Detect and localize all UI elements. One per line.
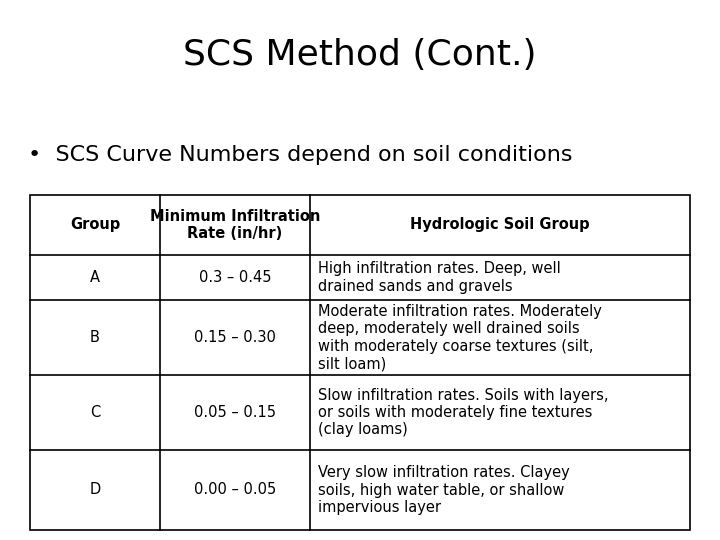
Text: 0.3 – 0.45: 0.3 – 0.45 xyxy=(199,270,271,285)
Text: High infiltration rates. Deep, well
drained sands and gravels: High infiltration rates. Deep, well drai… xyxy=(318,261,561,294)
Text: 0.05 – 0.15: 0.05 – 0.15 xyxy=(194,405,276,420)
Text: SCS Method (Cont.): SCS Method (Cont.) xyxy=(184,38,536,72)
Text: D: D xyxy=(89,483,101,497)
Text: 0.15 – 0.30: 0.15 – 0.30 xyxy=(194,330,276,345)
Text: Slow infiltration rates. Soils with layers,
or soils with moderately fine textur: Slow infiltration rates. Soils with laye… xyxy=(318,388,608,437)
Text: Group: Group xyxy=(70,218,120,233)
Text: Moderate infiltration rates. Moderately
deep, moderately well drained soils
with: Moderate infiltration rates. Moderately … xyxy=(318,304,602,371)
Text: C: C xyxy=(90,405,100,420)
Bar xyxy=(30,195,690,530)
Text: Very slow infiltration rates. Clayey
soils, high water table, or shallow
impervi: Very slow infiltration rates. Clayey soi… xyxy=(318,465,570,515)
Text: Minimum Infiltration
Rate (in/hr): Minimum Infiltration Rate (in/hr) xyxy=(150,209,320,241)
Text: B: B xyxy=(90,330,100,345)
Text: A: A xyxy=(90,270,100,285)
Text: •  SCS Curve Numbers depend on soil conditions: • SCS Curve Numbers depend on soil condi… xyxy=(28,145,572,165)
Text: Hydrologic Soil Group: Hydrologic Soil Group xyxy=(410,218,590,233)
Text: 0.00 – 0.05: 0.00 – 0.05 xyxy=(194,483,276,497)
